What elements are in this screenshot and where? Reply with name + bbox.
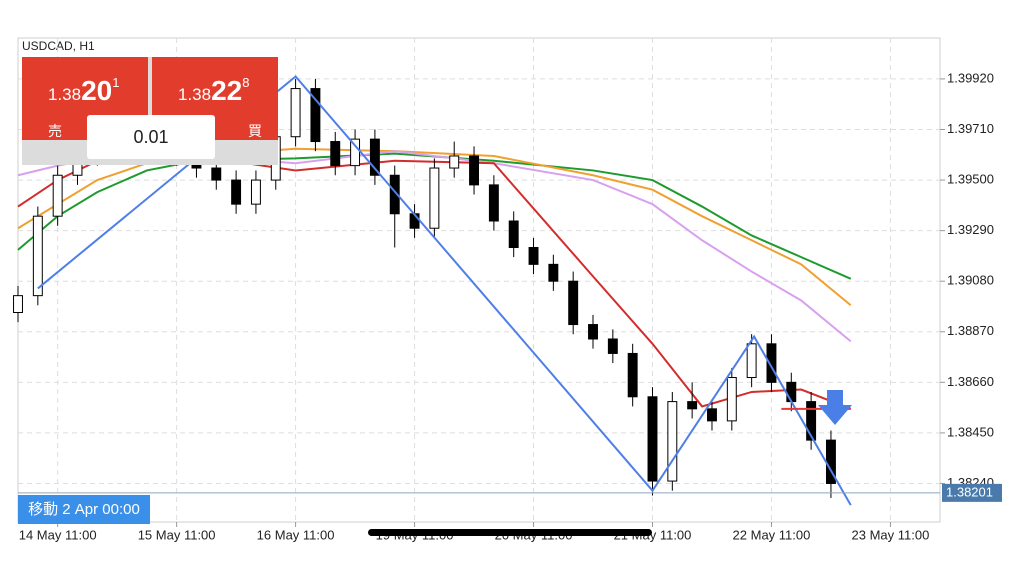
x-tick-label: 15 May 11:00 xyxy=(138,527,216,542)
x-tick-label: 16 May 11:00 xyxy=(257,527,335,542)
candle-body xyxy=(429,167,440,229)
candle-body xyxy=(211,167,222,181)
candle-body xyxy=(290,88,301,138)
candle-body xyxy=(687,401,698,410)
navigate-button[interactable]: 移動 2 Apr 00:00 xyxy=(18,495,150,524)
sell-button[interactable]: 1.38201 売 xyxy=(22,57,148,140)
candle-body xyxy=(647,396,658,482)
candle-body xyxy=(766,343,777,383)
candle-body xyxy=(52,174,63,217)
y-tick-label: 1.39500 xyxy=(947,172,994,187)
y-tick-label: 1.39710 xyxy=(947,121,994,136)
sell-label: 売 xyxy=(48,123,62,139)
price-prefix: 1.38 xyxy=(178,85,212,104)
price-sup: 8 xyxy=(242,75,250,90)
plot-frame xyxy=(17,37,941,523)
candle-body xyxy=(548,263,559,282)
candle-body xyxy=(707,408,717,422)
current-price-label: 1.38201 xyxy=(946,484,993,499)
candle-body xyxy=(310,88,321,143)
current-price-tag xyxy=(942,483,1002,502)
candle-body xyxy=(250,179,261,205)
candle-body xyxy=(667,401,678,482)
candle-body xyxy=(488,184,499,222)
candle-body xyxy=(449,155,460,169)
moving-average xyxy=(17,147,852,307)
price-big: 20 xyxy=(81,75,113,106)
lot-input[interactable]: 0.01 xyxy=(87,115,215,159)
candle-body xyxy=(588,324,598,340)
price-big: 22 xyxy=(211,75,243,106)
price-prefix: 1.38 xyxy=(48,85,82,104)
y-tick-label: 1.39920 xyxy=(947,70,994,85)
y-tick-label: 1.38450 xyxy=(947,424,994,439)
sell-price: 1.38201 xyxy=(48,75,119,107)
x-tick-label: 14 May 11:00 xyxy=(19,527,97,542)
candle-body xyxy=(726,377,737,422)
buy-label: 買 xyxy=(248,123,262,139)
candle-body xyxy=(627,352,638,398)
scroll-indicator xyxy=(368,529,652,536)
y-tick-label: 1.38660 xyxy=(947,374,994,389)
price-sup: 1 xyxy=(112,75,120,90)
candle-body xyxy=(806,401,817,441)
candle-body xyxy=(389,174,400,215)
buy-price: 1.38228 xyxy=(178,75,249,107)
y-tick-label: 1.39290 xyxy=(947,222,994,237)
x-tick-label: 23 May 11:00 xyxy=(852,527,930,542)
candle-body xyxy=(469,155,480,186)
symbol-label: USDCAD, H1 xyxy=(22,39,95,53)
candle-body xyxy=(330,141,341,167)
candle-body xyxy=(231,179,242,205)
candle-body xyxy=(350,138,361,167)
sell-signal-arrow xyxy=(818,390,852,425)
candle-body xyxy=(786,381,797,403)
candle-body xyxy=(528,246,539,265)
candle-body xyxy=(508,220,519,248)
x-tick-label: 22 May 11:00 xyxy=(733,527,811,542)
trade-panel: 1.38201 売 1.38228 買 0.01 xyxy=(22,57,278,165)
candle-body xyxy=(32,215,43,297)
y-tick-label: 1.39080 xyxy=(947,273,994,288)
y-tick-label: 1.38870 xyxy=(947,323,994,338)
candle-body xyxy=(568,280,579,326)
candle-body xyxy=(369,138,380,176)
candle-body xyxy=(607,338,618,354)
candle-body xyxy=(13,295,23,314)
candle-body xyxy=(746,343,757,379)
